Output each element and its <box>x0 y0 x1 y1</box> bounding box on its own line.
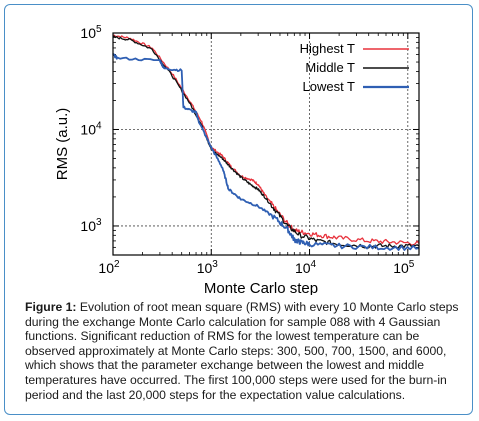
plot-frame <box>112 32 420 256</box>
figure-frame: 102 103 104 105 103 104 105 Monte Carlo step RMS… <box>4 4 473 415</box>
y-tick-label: 105 <box>80 24 102 41</box>
y-tick-label: 104 <box>80 120 102 137</box>
legend-label: Highest T <box>300 41 355 56</box>
legend-label: Middle T <box>305 60 355 75</box>
caption-label: Figure 1: <box>25 300 77 314</box>
series-line-lowest-t <box>112 53 420 251</box>
caption-text: Evolution of root mean square (RMS) with… <box>25 300 459 402</box>
x-tick-label: 102 <box>98 259 120 276</box>
legend-label: Lowest T <box>302 79 355 94</box>
chart: 102 103 104 105 103 104 105 Monte Carlo step RMS… <box>54 24 420 295</box>
figure-caption: Figure 1: Evolution of root mean square … <box>25 300 465 402</box>
x-tick-label: 105 <box>393 259 415 276</box>
x-tick-label: 104 <box>295 259 317 276</box>
y-tick-label: 103 <box>80 217 102 234</box>
x-tick-label: 103 <box>197 259 219 276</box>
x-axis-label: Monte Carlo step <box>204 280 318 295</box>
y-axis-label: RMS (a.u.) <box>54 108 71 181</box>
series-line-highest-t <box>113 34 420 246</box>
